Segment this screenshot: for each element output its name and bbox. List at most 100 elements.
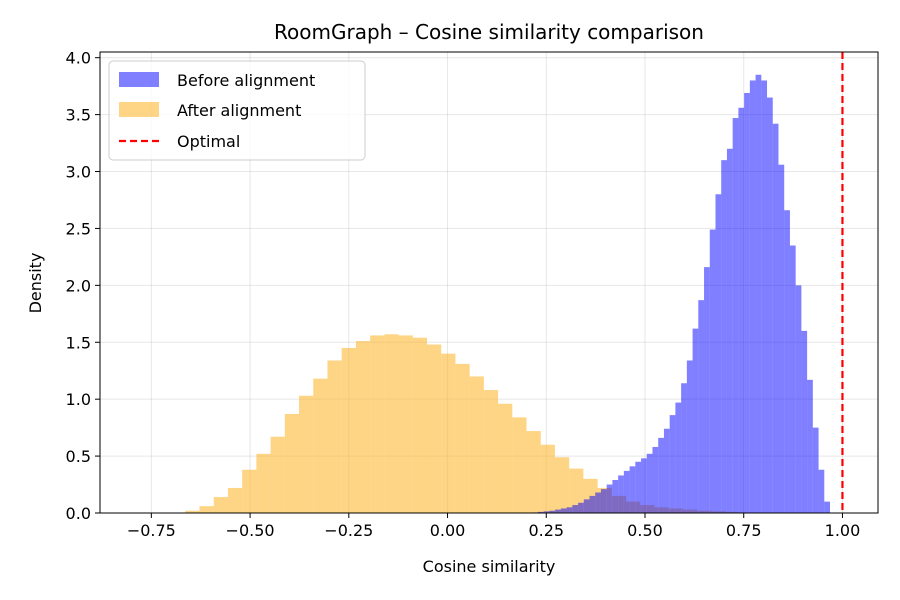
legend-box	[108, 60, 366, 161]
after-alignment-bar	[469, 376, 484, 513]
before-alignment-bar	[709, 229, 716, 513]
before-alignment-bar	[681, 383, 687, 513]
before-alignment-bar	[543, 511, 550, 513]
before-alignment-bar	[812, 427, 819, 513]
x-tick-label: 0.00	[430, 521, 466, 540]
before-alignment-bar	[589, 495, 596, 513]
before-alignment-bar	[772, 123, 779, 513]
before-alignment-bar	[623, 470, 630, 513]
before-alignment-bar	[583, 499, 590, 513]
after-alignment-bar	[412, 337, 427, 513]
legend: Before alignment After alignment Optimal	[108, 60, 366, 161]
after-alignment-bar	[540, 444, 555, 513]
before-alignment-bar	[715, 194, 722, 514]
after-alignment-bar	[569, 468, 584, 513]
legend-label-before-alignment: Before alignment	[177, 71, 315, 90]
after-alignment-bar	[284, 413, 300, 513]
before-alignment-bar	[560, 508, 567, 513]
before-alignment-bar	[801, 330, 808, 513]
before-alignment-bar	[537, 511, 544, 513]
before-alignment-bar	[749, 80, 756, 513]
before-alignment-bar	[606, 484, 613, 513]
legend-swatch-after-alignment	[119, 102, 159, 117]
x-tick-label: 0.75	[726, 521, 762, 540]
y-tick-label: 2.5	[66, 219, 91, 238]
after-alignment-bar	[554, 457, 570, 513]
x-tick-label: −0.50	[226, 521, 275, 540]
x-tick-label: 1.00	[825, 521, 861, 540]
after-alignment-bar	[270, 436, 285, 513]
legend-swatch-before-alignment	[119, 72, 159, 87]
after-alignment-bar	[313, 378, 328, 513]
before-alignment-bar	[555, 509, 561, 513]
y-tick-label: 3.0	[66, 163, 91, 182]
before-alignment-bars	[532, 74, 831, 514]
after-alignment-bar	[498, 403, 513, 513]
after-alignment-bar	[341, 347, 356, 513]
y-tick-label: 1.0	[66, 390, 91, 409]
before-alignment-bar	[761, 80, 768, 513]
before-alignment-bar	[566, 507, 573, 513]
before-alignment-bar	[704, 267, 710, 513]
before-alignment-bar	[595, 492, 601, 513]
x-axis-label: Cosine similarity	[423, 557, 556, 576]
legend-label-after-alignment: After alignment	[177, 101, 301, 120]
after-alignment-bar	[227, 487, 243, 513]
before-alignment-bar	[686, 360, 693, 513]
after-alignment-bar	[483, 390, 499, 513]
chart-title: RoomGraph – Cosine similarity comparison	[274, 20, 704, 44]
after-alignment-bar	[426, 344, 442, 513]
x-axis-ticks: −0.75 −0.50 −0.25 0.00 0.25 0.50 0.75 1.00	[127, 513, 860, 540]
before-alignment-bar	[646, 453, 653, 513]
before-alignment-bar	[669, 415, 676, 513]
after-alignment-bar	[512, 417, 527, 513]
before-alignment-bar	[612, 479, 619, 513]
plot-frame	[99, 51, 879, 514]
before-alignment-bar	[549, 510, 556, 513]
after-alignment-bar	[185, 510, 200, 513]
before-alignment-bar	[726, 148, 733, 513]
after-alignment-bar	[355, 341, 371, 513]
before-alignment-bar	[698, 300, 705, 513]
after-alignment-bar	[384, 334, 399, 513]
before-alignment-bar	[738, 107, 745, 514]
before-alignment-bar	[578, 502, 584, 513]
after-alignment-bar	[242, 469, 257, 513]
before-alignment-bar	[744, 92, 750, 513]
y-axis-ticks: 0.0 0.5 1.0 1.5 2.0 2.5 3.0 3.5 4.0	[66, 49, 100, 523]
y-tick-label: 0.0	[66, 504, 91, 523]
before-alignment-bar	[824, 501, 831, 513]
x-tick-label: −0.75	[127, 521, 176, 540]
y-axis-label: Density	[26, 253, 45, 314]
before-alignment-bar	[789, 245, 796, 514]
y-tick-label: 2.0	[66, 276, 91, 295]
after-alignment-bar	[299, 395, 314, 513]
before-alignment-bar	[795, 285, 802, 513]
before-alignment-bar	[652, 446, 659, 513]
before-alignment-bar	[629, 466, 636, 513]
after-alignment-bar	[327, 360, 342, 513]
before-alignment-bar	[692, 328, 699, 513]
before-alignment-bar	[658, 437, 664, 513]
after-alignment-bar	[213, 497, 228, 513]
before-alignment-bar	[732, 118, 739, 514]
before-alignment-bar	[767, 97, 773, 514]
before-alignment-bar	[663, 428, 670, 513]
before-alignment-bar	[818, 469, 825, 513]
after-alignment-bar	[256, 453, 271, 513]
after-alignment-bar	[199, 506, 214, 513]
before-alignment-bar	[721, 160, 727, 513]
y-tick-label: 3.5	[66, 106, 91, 125]
y-tick-label: 4.0	[66, 49, 91, 68]
x-tick-label: 0.25	[528, 521, 564, 540]
before-alignment-bar	[807, 379, 813, 513]
before-alignment-bar	[572, 505, 579, 513]
before-alignment-bar	[641, 458, 647, 513]
before-alignment-bar	[635, 461, 642, 513]
before-alignment-bar	[675, 402, 682, 513]
x-tick-label: 0.50	[627, 521, 663, 540]
before-alignment-bar	[778, 164, 785, 513]
before-alignment-bar	[618, 475, 624, 513]
before-alignment-bar	[784, 210, 790, 513]
